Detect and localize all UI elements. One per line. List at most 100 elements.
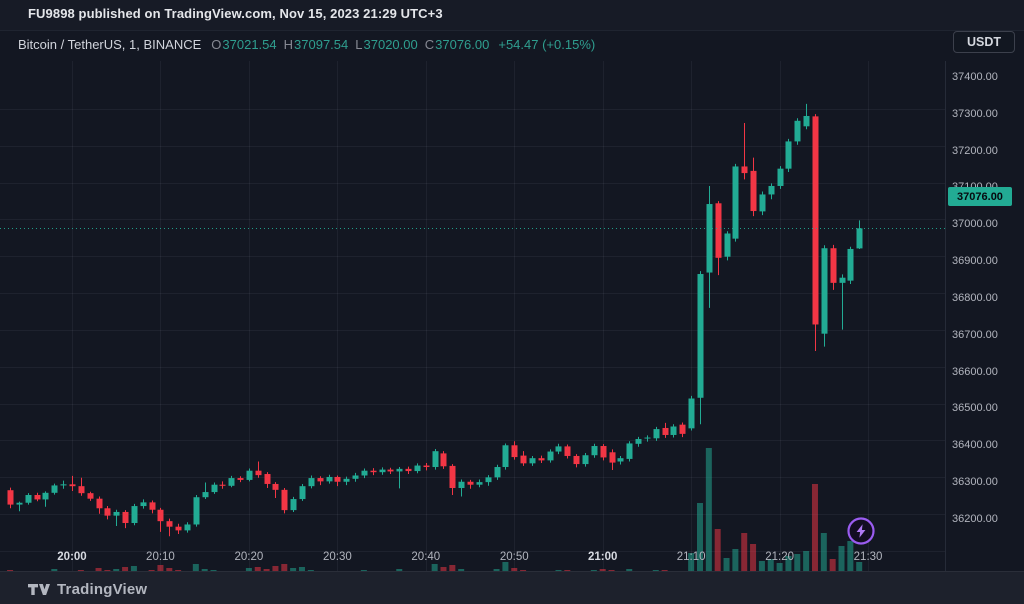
- symbol-title[interactable]: Bitcoin / TetherUS, 1, BINANCE: [18, 37, 202, 52]
- time-tick-label: 20:50: [499, 551, 529, 563]
- time-tick-label: 20:40: [411, 551, 441, 563]
- candle-body: [361, 470, 368, 476]
- ohlc-low: L37020.00: [355, 37, 418, 52]
- candle-body: [458, 481, 465, 489]
- candle-body: [750, 170, 757, 212]
- volume-bar: [705, 448, 712, 576]
- tradingview-logo[interactable]: TradingView: [28, 581, 147, 598]
- lightning-bolt-icon: [847, 517, 875, 545]
- time-tick-label: 20:10: [146, 551, 175, 563]
- candle-body: [635, 439, 642, 444]
- price-tick-label: 37200.00: [952, 144, 998, 157]
- candle-body: [476, 482, 483, 485]
- ohlc-open: O37021.54: [211, 37, 277, 52]
- candle-body: [299, 486, 306, 500]
- candle-body: [69, 484, 76, 487]
- attribution-text: FU9898 published on TradingView.com, Nov…: [28, 6, 443, 21]
- candle-body: [149, 502, 156, 510]
- candle-body: [777, 168, 784, 186]
- volume-bar: [431, 564, 438, 576]
- candle-body: [538, 458, 545, 461]
- volume-bar: [776, 563, 783, 576]
- candle-body: [308, 478, 315, 487]
- time-tick-label: 21:00: [587, 551, 618, 563]
- candle-body: [573, 455, 580, 465]
- volume-bar: [847, 541, 854, 576]
- candle-body: [246, 470, 253, 480]
- candle-body: [131, 506, 138, 524]
- volume-bar: [502, 562, 509, 576]
- candle-body: [396, 468, 403, 472]
- volume-bar: [723, 558, 730, 576]
- volume-bar: [696, 503, 703, 576]
- volume-bar: [794, 554, 801, 576]
- candle-body: [688, 398, 695, 429]
- candle-body: [193, 497, 200, 525]
- candle-body: [334, 476, 341, 482]
- volume-bar: [820, 533, 827, 576]
- current-price-label: 37076.00: [948, 187, 1012, 207]
- candle-body: [600, 446, 607, 458]
- candle-body: [679, 424, 686, 434]
- candle-body: [670, 426, 677, 435]
- candle-body: [140, 502, 147, 507]
- candle-body: [166, 521, 173, 527]
- symbol-legend[interactable]: Bitcoin / TetherUS, 1, BINANCE O37021.54 H…: [18, 37, 595, 52]
- candle-body: [343, 478, 350, 482]
- candle-body: [494, 467, 501, 478]
- candle-body: [432, 451, 439, 468]
- price-tick-label: 37300.00: [952, 107, 998, 120]
- volume-bar: [714, 529, 721, 576]
- candle-body: [626, 443, 633, 459]
- candle-body: [724, 233, 731, 257]
- candle-body: [564, 446, 571, 456]
- volume-bar: [732, 549, 739, 576]
- volume-bar: [192, 564, 199, 576]
- time-tick-label: 21:20: [765, 551, 794, 563]
- volume-bar: [741, 533, 748, 576]
- candle-body: [423, 465, 430, 468]
- candle-body: [122, 511, 129, 524]
- candle-body: [609, 452, 616, 463]
- volume-bar: [767, 559, 774, 576]
- volume-bar: [829, 559, 836, 576]
- currency-toggle-button[interactable]: USDT: [952, 31, 1015, 53]
- candle-body: [555, 446, 562, 452]
- candle-body: [387, 469, 394, 472]
- candle-body: [7, 490, 14, 505]
- candle-body: [856, 228, 863, 249]
- candle-body: [16, 502, 23, 505]
- volume-bar: [811, 484, 818, 576]
- candle-body: [653, 429, 660, 439]
- candle-body: [830, 248, 837, 283]
- price-tick-label: 36500.00: [952, 402, 998, 415]
- volume-bar: [838, 546, 845, 576]
- chart-widget: [0, 30, 1024, 602]
- candle-body: [803, 115, 810, 127]
- attribution-bar: FU9898 published on TradingView.com, Nov…: [0, 0, 1024, 30]
- volume-bar: [750, 544, 757, 576]
- candle-body: [113, 511, 120, 516]
- candlestick-chart[interactable]: [0, 61, 1024, 602]
- candle-body: [662, 427, 669, 435]
- candle-body: [255, 470, 262, 476]
- candle-body: [326, 476, 333, 482]
- candle-body: [706, 204, 713, 273]
- volume-bar: [688, 553, 695, 576]
- candle-body: [237, 478, 244, 480]
- boost-button[interactable]: [845, 515, 877, 547]
- volume-bar: [157, 565, 164, 576]
- candle-body: [768, 185, 775, 195]
- candle-body: [211, 484, 218, 493]
- candle-body: [219, 484, 226, 486]
- candle-body: [104, 508, 111, 516]
- candle-body: [741, 166, 748, 174]
- candle-body: [529, 458, 536, 464]
- candle-body: [405, 468, 412, 472]
- candle-body: [847, 248, 854, 281]
- candle-body: [485, 477, 492, 483]
- price-tick-label: 37400.00: [952, 71, 998, 83]
- candle-body: [370, 470, 377, 473]
- candle-body: [644, 437, 651, 439]
